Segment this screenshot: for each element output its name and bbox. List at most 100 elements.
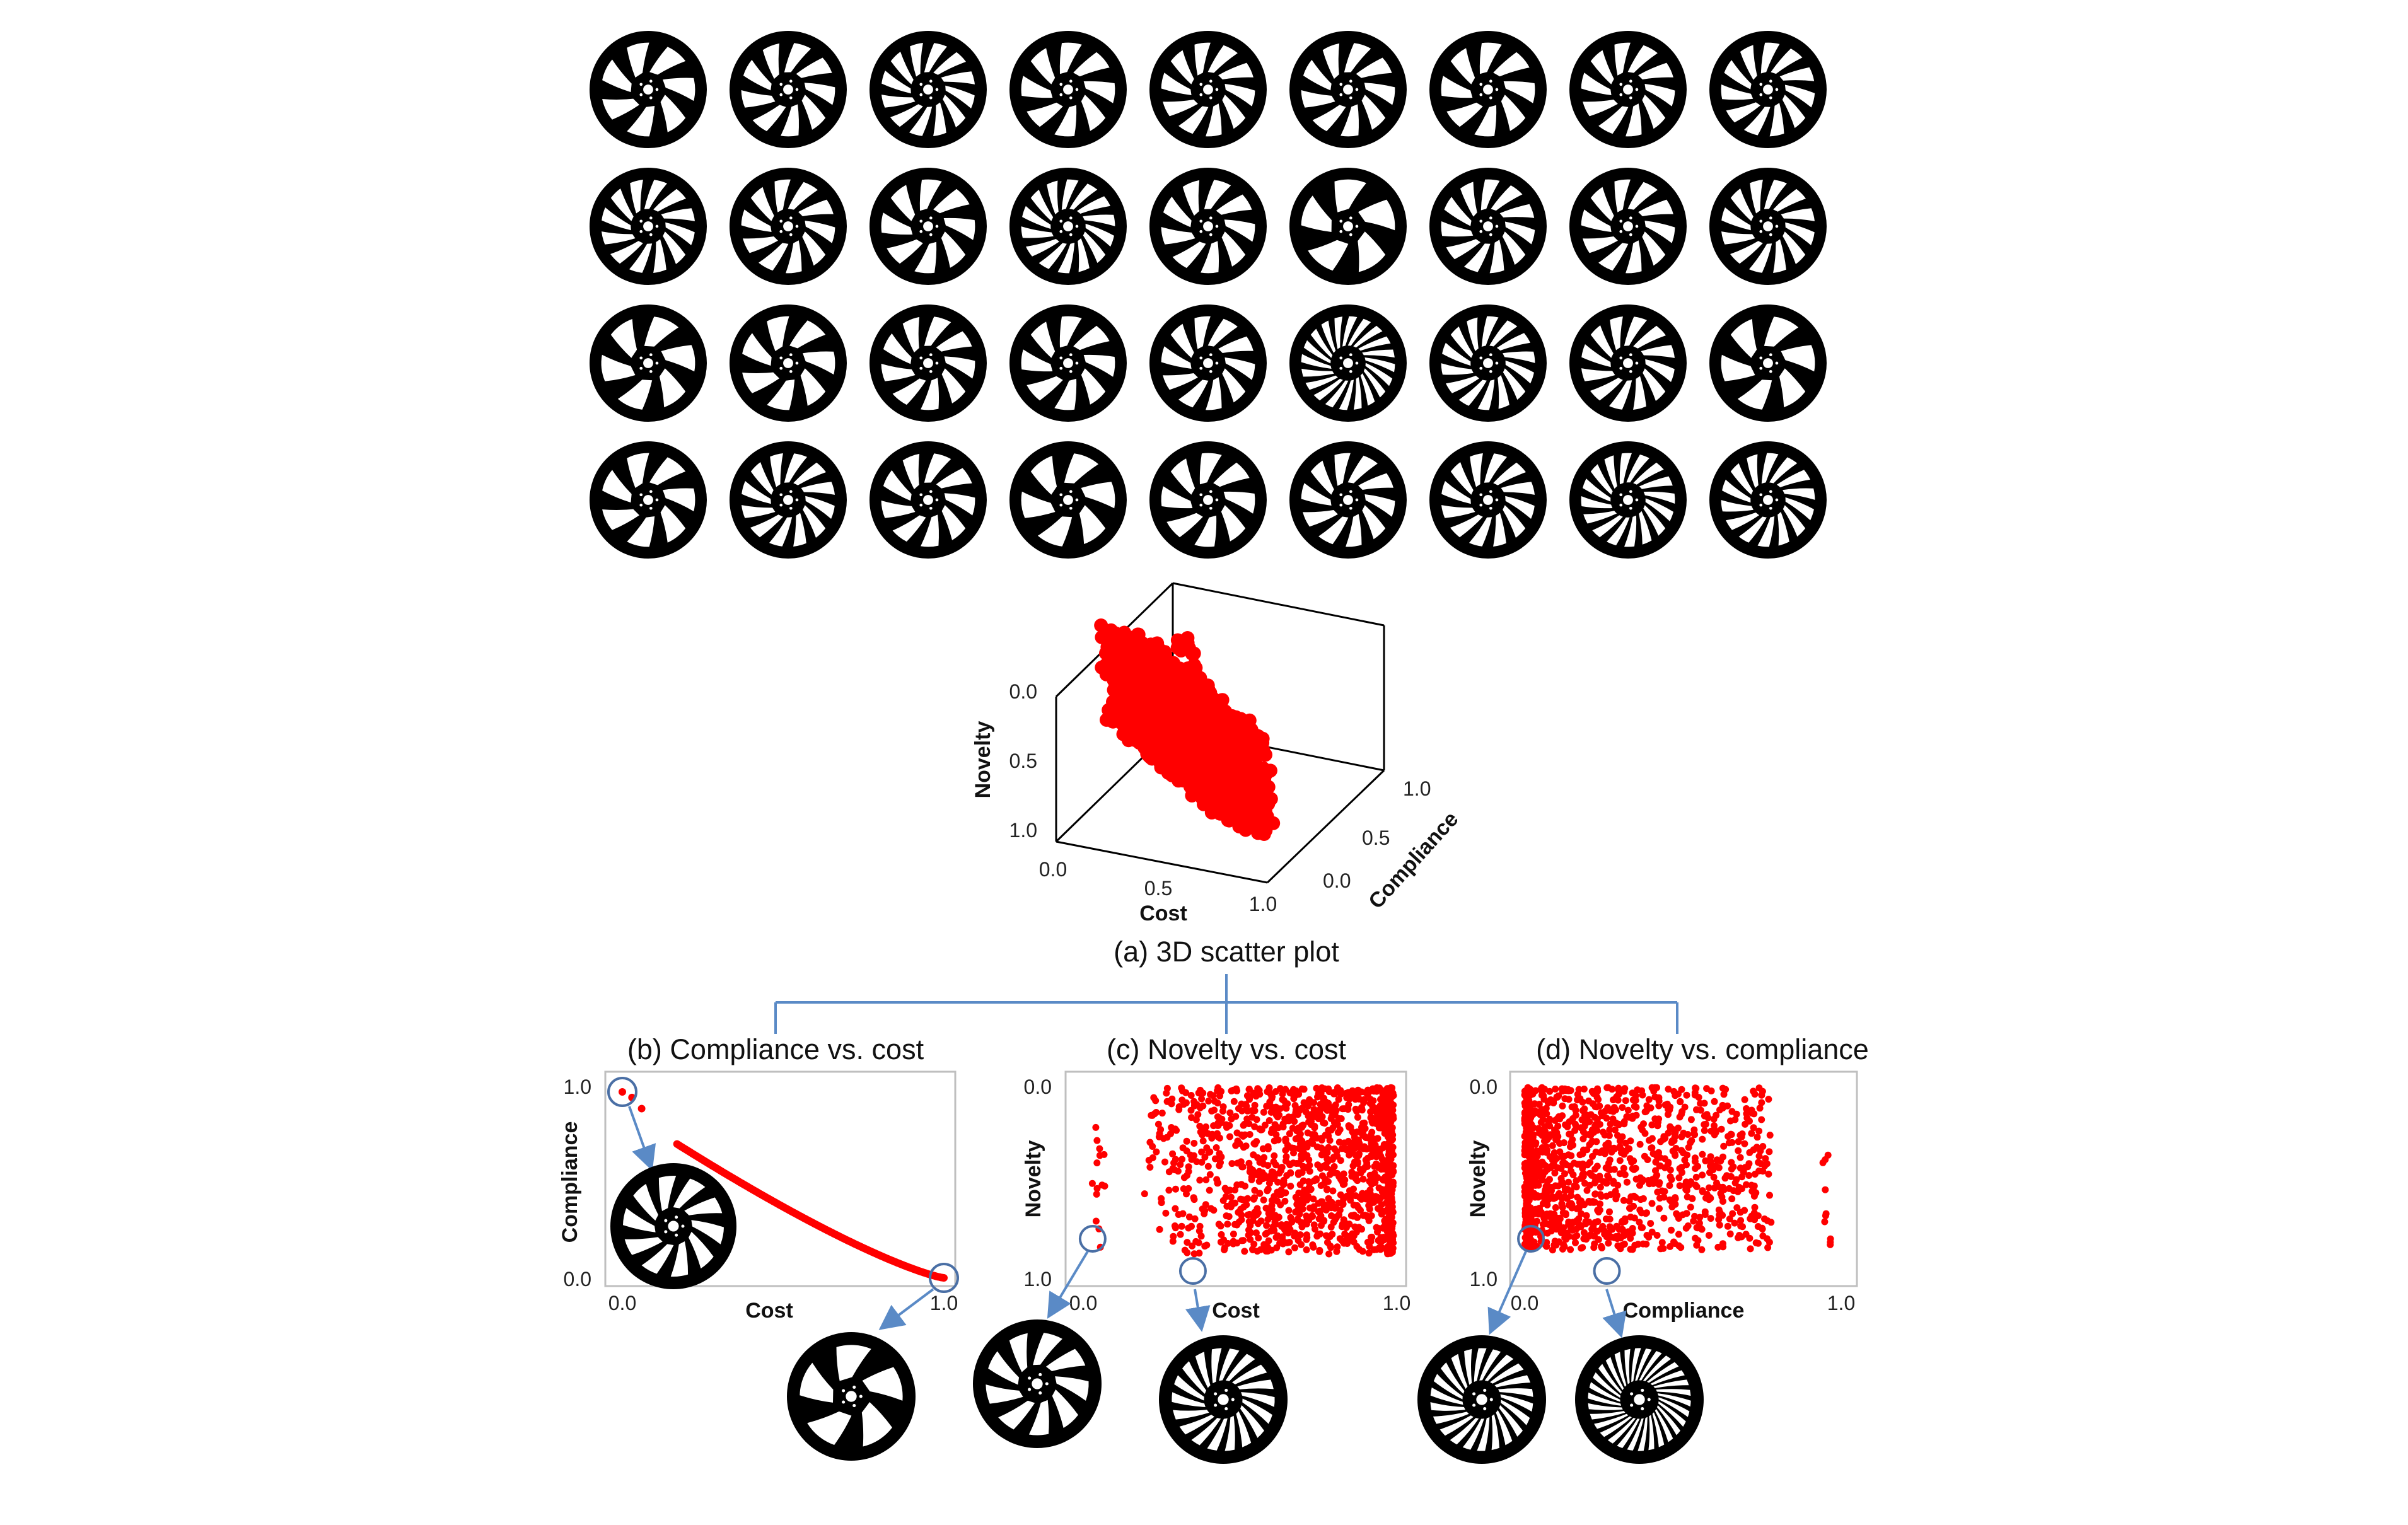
wheel-bolt [1349, 79, 1352, 83]
chart-c-point [1341, 1105, 1347, 1112]
chart-d-point [1637, 1174, 1644, 1181]
chart-c-point [1162, 1210, 1169, 1217]
wheel-bolt [779, 219, 782, 223]
chart-c-point [1093, 1191, 1100, 1198]
chart-d-point [1726, 1139, 1733, 1146]
wheel-bolt [1619, 93, 1622, 96]
chart-d-point [1719, 1085, 1726, 1092]
chart-c-point [1336, 1139, 1343, 1145]
chart-d-point [1615, 1085, 1622, 1092]
chart-d-point [1692, 1235, 1699, 1242]
chart-c-point [1264, 1162, 1271, 1169]
wheel-bolt [1769, 233, 1772, 236]
chart-c-point [1158, 1199, 1165, 1206]
chart-c-point [1384, 1229, 1391, 1236]
chart-c-point [1238, 1158, 1245, 1165]
wheel-bolt [1059, 356, 1062, 359]
wheel-design-icon [870, 168, 987, 285]
wheel-bolt [789, 507, 793, 510]
chart-d-point [1643, 1209, 1650, 1216]
chart-c-point [1206, 1187, 1213, 1194]
chart-c-point [1328, 1166, 1335, 1173]
chart-a-point [1224, 795, 1238, 809]
wheel-bolt [1209, 507, 1213, 510]
wheel-bolt [1209, 490, 1213, 493]
chart-c-point [1341, 1240, 1347, 1247]
chart-c-point [1373, 1224, 1380, 1231]
chart-d-point [1579, 1135, 1586, 1142]
chart-c-point [1281, 1177, 1288, 1184]
chart-b-point [638, 1105, 646, 1113]
chart-c-point [1271, 1193, 1277, 1200]
chart-a-point [1127, 728, 1141, 742]
wheel-bolt [1349, 507, 1352, 510]
wheel-bolt [1636, 362, 1639, 365]
chart-c-point [1172, 1205, 1178, 1212]
chart-c-point [1298, 1124, 1305, 1131]
chart-c-point [1247, 1229, 1254, 1236]
chart-a-z-tick: 0.0 [1009, 680, 1037, 703]
chart-c-x-tick: 0.0 [1069, 1292, 1097, 1314]
wheel-bolt [919, 493, 922, 496]
chart-d-point [1605, 1140, 1612, 1147]
chart-a-y-tick: 0.0 [1323, 869, 1351, 892]
wheel-bolt [779, 504, 782, 507]
chart-a-caption: (a) 3D scatter plot [1114, 936, 1339, 968]
wheel-design-icon [730, 31, 847, 148]
wheel-design-icon [730, 168, 847, 285]
chart-c-point [1224, 1221, 1231, 1227]
wheel-center-hole [1063, 358, 1073, 368]
chart-c-point [1319, 1173, 1326, 1180]
wheel-center-hole [1483, 221, 1493, 231]
chart-d-point [1757, 1147, 1764, 1154]
chart-a-y-tick: 0.5 [1362, 826, 1390, 849]
wheel-bolt [1216, 88, 1219, 91]
chart-c-point [1177, 1161, 1184, 1168]
chart-d-point [1560, 1209, 1567, 1216]
wheel-bolt [1769, 353, 1772, 356]
chart-c-point [1274, 1179, 1281, 1186]
chart-c-point [1339, 1145, 1346, 1152]
chart-d-point [1610, 1108, 1617, 1115]
wheel-bolt [649, 370, 653, 373]
chart-d-point [1588, 1172, 1595, 1179]
chart-d-point [1682, 1104, 1689, 1111]
wheel-bolt [1619, 230, 1622, 233]
chart-d-point [1540, 1221, 1547, 1228]
chart-c-point [1205, 1098, 1212, 1105]
chart-d-point [1546, 1176, 1553, 1183]
chart-c-point [1370, 1198, 1376, 1205]
chart-d-point [1678, 1134, 1685, 1140]
wheel-bolt [1076, 499, 1079, 502]
wheel-bolt [1216, 362, 1219, 365]
chart-c-point [1231, 1098, 1238, 1105]
chart-c-point [1351, 1239, 1358, 1246]
chart-c-point [1233, 1222, 1240, 1229]
chart-d-point [1666, 1182, 1673, 1189]
chart-c-point [1293, 1201, 1300, 1208]
chart-c-point [1214, 1087, 1221, 1094]
chart-b-point [940, 1274, 948, 1282]
chart-c-point [1330, 1091, 1337, 1098]
wheel-bolt [1339, 230, 1342, 233]
wheel-bolt [1769, 370, 1772, 373]
chart-d-point [1721, 1091, 1728, 1098]
chart-d-point [1561, 1229, 1568, 1236]
chart-c-point [1216, 1150, 1223, 1157]
chart-c-point [1271, 1227, 1277, 1234]
wheel-bolt [1209, 370, 1213, 373]
chart-a-y-tick: 1.0 [1403, 777, 1431, 800]
wheel-bolt [1479, 83, 1482, 86]
wheel-bolt [649, 507, 653, 510]
chart-c-point [1092, 1124, 1099, 1131]
chart-c-point [1386, 1207, 1393, 1214]
chart-d-point [1677, 1244, 1684, 1251]
chart-d-scatter: (d) Novelty vs. compliance 0.0 1.0 0.0 1… [1466, 1033, 1869, 1323]
chart-c-point [1321, 1205, 1328, 1212]
wheel-center-hole [1623, 495, 1633, 505]
chart-d-point [1725, 1133, 1731, 1140]
wheel-center-hole [1203, 358, 1213, 368]
chart-c-point [1293, 1106, 1300, 1113]
panel-connector-bracket [776, 974, 1677, 1034]
chart-d-point [1598, 1110, 1605, 1116]
